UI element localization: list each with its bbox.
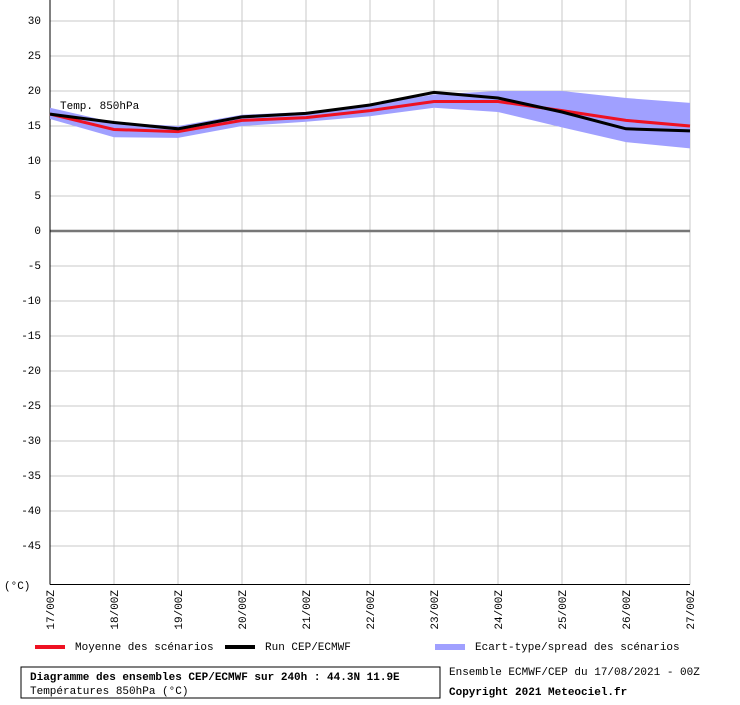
x-tick-label: 24/00Z xyxy=(494,590,506,630)
footer-box xyxy=(20,666,441,699)
y-tick-label: 5 xyxy=(34,191,41,203)
y-tick-label: 0 xyxy=(34,226,41,238)
x-tick-label: 27/00Z xyxy=(686,590,698,630)
y-tick-label: -25 xyxy=(21,401,41,413)
footer-copyright: Copyright 2021 Meteociel.fr xyxy=(449,687,627,699)
footer-title: Diagramme des ensembles CEP/ECMWF sur 24… xyxy=(30,672,400,684)
x-tick-label: 22/00Z xyxy=(366,590,378,630)
x-tick-label: 25/00Z xyxy=(558,590,570,630)
y-tick-label: -20 xyxy=(21,366,41,378)
y-tick-label: -5 xyxy=(28,261,41,273)
footer-subtitle: Températures 850hPa (°C) xyxy=(30,686,188,698)
x-tick-label: 19/00Z xyxy=(174,590,186,630)
y-tick-label: -15 xyxy=(21,331,41,343)
x-tick-label: 21/00Z xyxy=(302,590,314,630)
y-axis-label: (°C) xyxy=(4,581,30,593)
series-line xyxy=(49,100,691,134)
y-tick-label: 30 xyxy=(28,16,41,28)
y-tick-label: 10 xyxy=(28,156,41,168)
y-tick-label: 25 xyxy=(28,51,41,63)
y-tick-label: -45 xyxy=(21,541,41,553)
y-tick-label: -10 xyxy=(21,296,41,308)
y-tick-label: 15 xyxy=(28,121,41,133)
footer-run: Ensemble ECMWF/CEP du 17/08/2021 - 00Z xyxy=(449,667,700,679)
x-tick-label: 26/00Z xyxy=(622,590,634,630)
legend-label: Run CEP/ECMWF xyxy=(265,642,351,654)
y-tick-label: -30 xyxy=(21,436,41,448)
annotation: Temp. 850hPa xyxy=(60,101,140,113)
x-tick-label: 18/00Z xyxy=(110,590,122,630)
x-tick-label: 17/00Z xyxy=(46,590,58,630)
legend-label: Ecart-type/spread des scénarios xyxy=(475,642,680,654)
y-tick-label: -35 xyxy=(21,471,41,483)
legend-label: Moyenne des scénarios xyxy=(75,642,214,654)
x-tick-label: 20/00Z xyxy=(238,590,250,630)
y-tick-label: 20 xyxy=(28,86,41,98)
series-line xyxy=(49,90,691,133)
y-tick-label: -40 xyxy=(21,506,41,518)
x-tick-label: 23/00Z xyxy=(430,590,442,630)
